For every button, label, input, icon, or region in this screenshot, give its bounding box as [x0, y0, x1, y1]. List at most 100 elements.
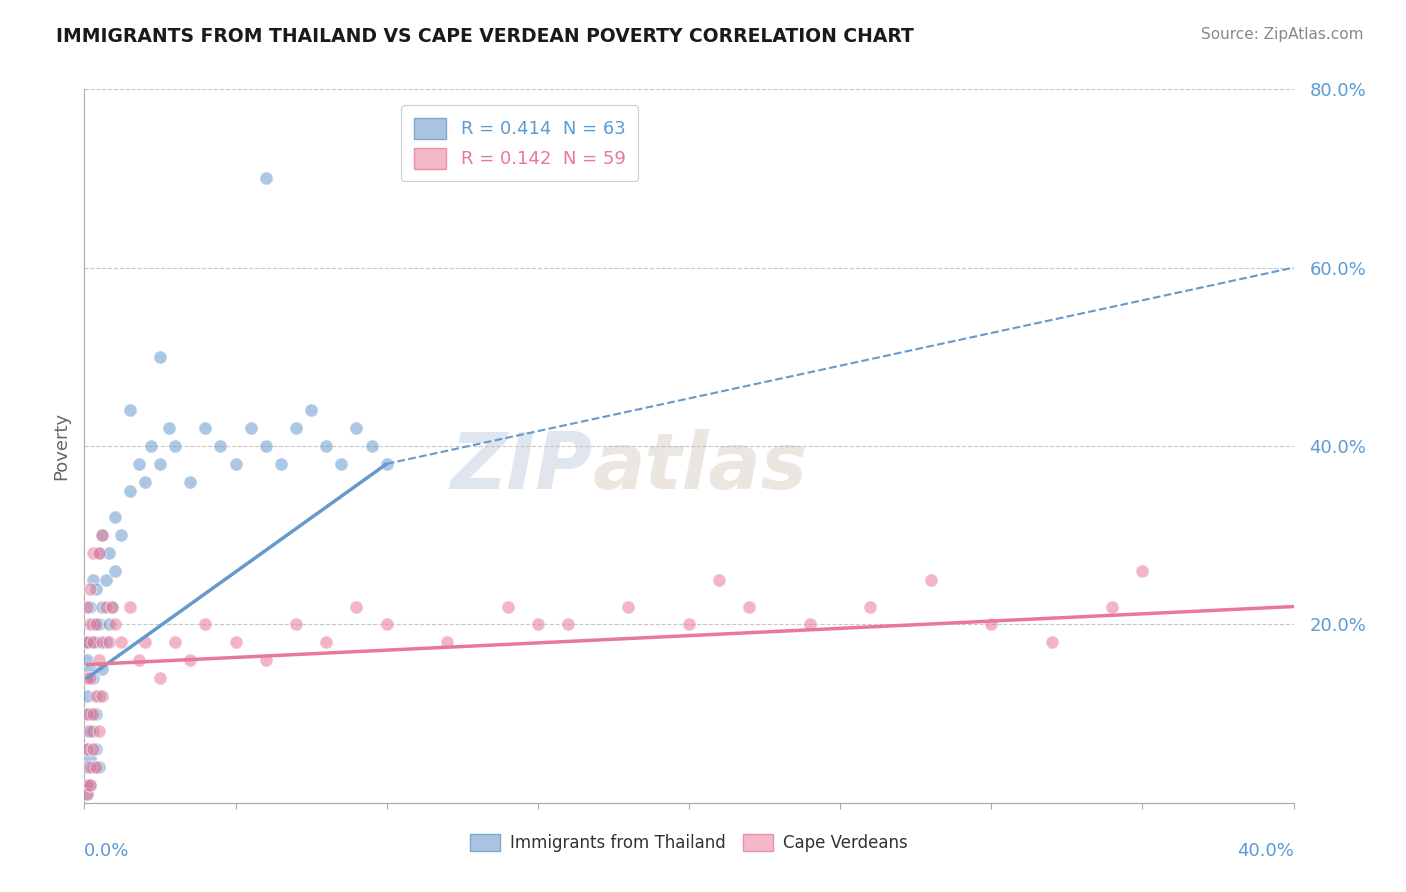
Point — [527, 617, 550, 632]
Text: atlas: atlas — [592, 429, 807, 506]
Point — [128, 457, 150, 471]
Point — [91, 635, 114, 649]
Point — [980, 617, 1002, 632]
Point — [225, 457, 247, 471]
Point — [86, 742, 108, 756]
Point — [82, 742, 104, 756]
Point — [375, 457, 398, 471]
Y-axis label: Poverty: Poverty — [52, 412, 70, 480]
Point — [89, 546, 111, 560]
Point — [165, 439, 187, 453]
Point — [270, 457, 292, 471]
Point — [76, 689, 98, 703]
Point — [91, 689, 114, 703]
Point — [557, 617, 579, 632]
Point — [91, 528, 114, 542]
Point — [110, 635, 132, 649]
Point — [76, 671, 98, 685]
Point — [91, 662, 114, 676]
Point — [346, 421, 368, 435]
Point — [76, 635, 98, 649]
Point — [82, 573, 104, 587]
Point — [82, 671, 104, 685]
Point — [86, 760, 108, 774]
Point — [110, 528, 132, 542]
Point — [76, 778, 98, 792]
Point — [89, 546, 111, 560]
Point — [139, 439, 162, 453]
Point — [79, 778, 101, 792]
Point — [134, 475, 156, 489]
Point — [79, 635, 101, 649]
Point — [89, 689, 111, 703]
Point — [76, 760, 98, 774]
Text: 40.0%: 40.0% — [1237, 842, 1294, 860]
Point — [94, 573, 117, 587]
Point — [76, 706, 98, 721]
Point — [82, 635, 104, 649]
Point — [76, 653, 98, 667]
Text: 0.0%: 0.0% — [84, 842, 129, 860]
Point — [89, 724, 111, 739]
Point — [859, 599, 882, 614]
Point — [86, 689, 108, 703]
Point — [134, 635, 156, 649]
Point — [239, 421, 262, 435]
Point — [86, 706, 108, 721]
Point — [617, 599, 640, 614]
Text: ZIP: ZIP — [450, 429, 592, 506]
Point — [436, 635, 458, 649]
Point — [86, 582, 108, 596]
Point — [149, 671, 172, 685]
Point — [104, 617, 127, 632]
Point — [79, 778, 101, 792]
Point — [104, 564, 127, 578]
Point — [118, 599, 141, 614]
Point — [179, 653, 201, 667]
Point — [149, 457, 172, 471]
Point — [100, 599, 122, 614]
Point — [285, 421, 308, 435]
Point — [94, 635, 117, 649]
Point — [76, 706, 98, 721]
Point — [165, 635, 187, 649]
Point — [91, 528, 114, 542]
Point — [97, 617, 120, 632]
Point — [254, 171, 277, 186]
Point — [920, 573, 942, 587]
Point — [254, 439, 277, 453]
Point — [94, 599, 117, 614]
Point — [496, 599, 519, 614]
Point — [149, 350, 172, 364]
Point — [82, 706, 104, 721]
Point — [285, 617, 308, 632]
Point — [179, 475, 201, 489]
Point — [299, 403, 322, 417]
Point — [79, 582, 101, 596]
Point — [375, 617, 398, 632]
Point — [209, 439, 232, 453]
Point — [91, 599, 114, 614]
Point — [79, 760, 101, 774]
Point — [76, 599, 98, 614]
Point — [360, 439, 382, 453]
Point — [104, 510, 127, 524]
Point — [194, 421, 217, 435]
Point — [86, 635, 108, 649]
Point — [346, 599, 368, 614]
Point — [118, 403, 141, 417]
Point — [738, 599, 761, 614]
Point — [1040, 635, 1063, 649]
Point — [97, 546, 120, 560]
Point — [79, 706, 101, 721]
Point — [79, 724, 101, 739]
Point — [89, 760, 111, 774]
Point — [76, 742, 98, 756]
Point — [79, 671, 101, 685]
Point — [76, 778, 98, 792]
Point — [225, 635, 247, 649]
Point — [79, 599, 101, 614]
Point — [118, 483, 141, 498]
Point — [799, 617, 821, 632]
Text: IMMIGRANTS FROM THAILAND VS CAPE VERDEAN POVERTY CORRELATION CHART: IMMIGRANTS FROM THAILAND VS CAPE VERDEAN… — [56, 27, 914, 45]
